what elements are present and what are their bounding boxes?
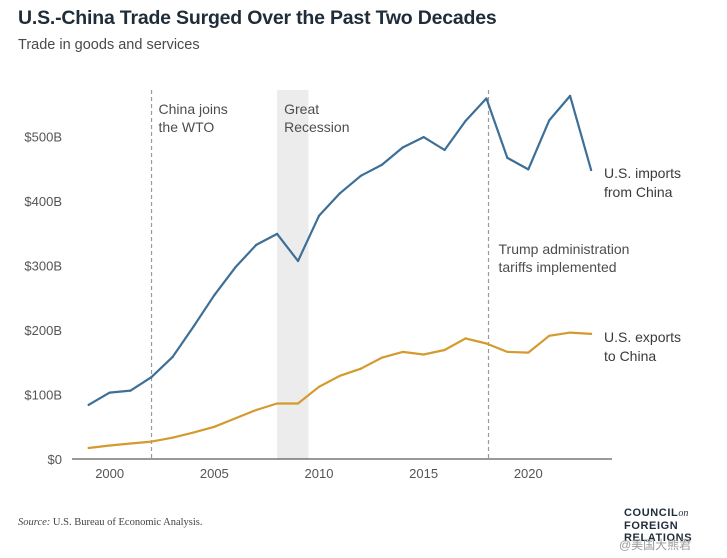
data-point <box>255 408 258 412</box>
data-point <box>589 168 593 172</box>
data-point <box>443 148 446 152</box>
data-point <box>338 374 342 377</box>
data-point <box>548 119 551 122</box>
y-tick-label: $300B <box>24 259 62 274</box>
x-tick-label: 2005 <box>200 466 229 481</box>
data-point <box>150 440 153 443</box>
data-point <box>464 337 467 340</box>
data-point <box>192 431 195 434</box>
data-point <box>506 350 509 354</box>
annotation-label: China joins <box>159 101 228 117</box>
y-tick-label: $400B <box>24 194 62 209</box>
logo-on: on <box>678 508 689 519</box>
source-text: U.S. Bureau of Economic Analysis. <box>50 517 203 528</box>
data-point <box>401 146 404 149</box>
y-tick-label: $100B <box>24 388 62 403</box>
logo-relations: RELATIONS <box>624 532 693 544</box>
data-point <box>129 442 132 445</box>
data-point <box>296 402 300 405</box>
data-point <box>171 436 174 439</box>
data-point <box>234 266 237 269</box>
y-tick-label: $0 <box>48 452 62 467</box>
data-point <box>506 156 509 159</box>
data-point <box>108 444 111 447</box>
data-point <box>422 136 425 139</box>
source-label: Source: <box>18 517 51 528</box>
data-point <box>359 367 362 370</box>
logo-foreign: FOREIGN <box>624 520 679 532</box>
annotation-label: tariffs implemented <box>499 259 617 275</box>
data-point <box>589 332 593 335</box>
x-tick-label: 2000 <box>95 466 124 481</box>
annotation-label: Trump administration <box>499 241 630 257</box>
data-point <box>129 389 132 392</box>
logo-council: COUNCIL <box>624 507 679 519</box>
data-point <box>213 294 216 297</box>
data-point <box>234 417 237 420</box>
data-point <box>276 402 279 405</box>
y-tick-label: $200B <box>24 323 62 338</box>
y-tick-label: $500B <box>24 130 62 145</box>
series-label-imports: U.S. imports <box>604 165 681 181</box>
data-point <box>150 375 153 379</box>
data-point <box>359 174 362 177</box>
data-point <box>401 350 404 354</box>
data-point <box>443 348 446 352</box>
data-point <box>569 331 572 334</box>
series-label-imports: from China <box>604 184 673 200</box>
data-point <box>380 356 383 359</box>
data-point <box>276 232 279 235</box>
data-point <box>380 163 383 166</box>
data-point <box>192 325 195 328</box>
data-point <box>548 334 551 337</box>
chart-title: U.S.-China Trade Surged Over the Past Tw… <box>18 7 497 29</box>
recession-band <box>277 90 309 459</box>
x-tick-label: 2015 <box>409 466 438 481</box>
data-point <box>485 97 488 100</box>
data-point <box>296 259 300 263</box>
data-point <box>87 403 90 406</box>
series-label-exports: U.S. exports <box>604 329 681 345</box>
source-note: Source: U.S. Bureau of Economic Analysis… <box>18 517 203 528</box>
data-point <box>338 192 342 195</box>
chart-subtitle: Trade in goods and services <box>18 37 200 53</box>
data-point <box>317 385 321 388</box>
data-point <box>464 119 467 123</box>
data-point <box>317 214 321 217</box>
data-point <box>422 353 425 356</box>
annotation-label: the WTO <box>159 119 215 135</box>
series-label-exports: to China <box>604 348 656 364</box>
annotation-label: Recession <box>284 119 349 135</box>
data-point <box>569 94 572 97</box>
x-tick-label: 2010 <box>305 466 334 481</box>
data-point <box>255 243 258 246</box>
data-point <box>171 355 174 359</box>
data-point <box>108 391 111 394</box>
data-point <box>213 425 216 428</box>
series-line-exports <box>87 331 593 450</box>
data-point <box>527 351 530 354</box>
x-tick-label: 2020 <box>514 466 543 481</box>
cfr-logo: COUNCILon FOREIGN RELATIONS <box>624 507 692 544</box>
data-point <box>87 446 90 450</box>
data-point <box>527 168 530 171</box>
data-point <box>485 342 488 345</box>
annotation-label: Great <box>284 101 319 117</box>
watermark: @美国大熊君 <box>619 538 692 552</box>
